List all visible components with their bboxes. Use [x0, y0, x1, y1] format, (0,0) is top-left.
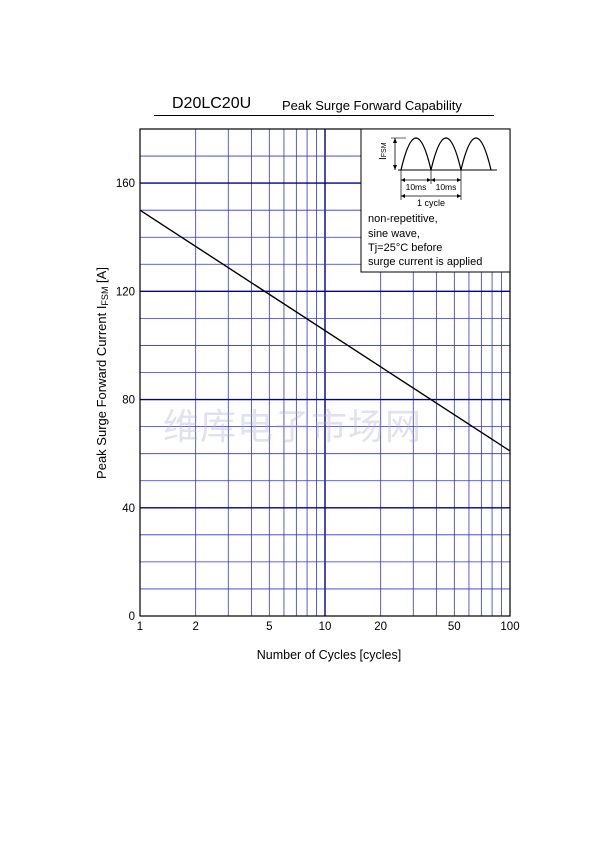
period-label-1: 10ms	[406, 182, 427, 192]
period-arrowhead	[427, 178, 431, 182]
series-layer	[139, 209, 511, 452]
y-tick-label: 120	[116, 286, 135, 298]
inset-ylabel: IFSM	[378, 142, 389, 160]
inset-note-2: sine wave,	[368, 228, 420, 240]
chart-subtitle: Peak Surge Forward Capability	[282, 98, 462, 113]
plot-frame	[139, 128, 511, 617]
cycle-arrowhead	[457, 194, 461, 198]
y-axis-label: Peak Surge Forward Current IFSM [A]	[94, 267, 110, 479]
period-arrowhead	[401, 178, 405, 182]
x-axis-label: Number of Cycles [cycles]	[257, 648, 401, 662]
period-arrowhead	[457, 178, 461, 182]
period-label-2: 10ms	[436, 182, 457, 192]
inset-note-3: Tj=25°C before	[368, 242, 442, 254]
cycle-label: 1 cycle	[417, 198, 445, 208]
series-line	[139, 209, 511, 452]
period-arrowhead	[431, 178, 435, 182]
y-axis-label-main: Peak Surge Forward Current I	[94, 306, 109, 479]
x-tick-label: 20	[374, 621, 387, 633]
inset-box: IFSM 10ms 10ms 1 cycle non-repetitive, s…	[360, 128, 511, 273]
part-number: D20LC20U	[172, 95, 252, 112]
chart-title: D20LC20U Peak Surge Forward Capability	[154, 94, 494, 116]
inset-note-1: non-repetitive,	[368, 213, 438, 225]
y-axis-label-unit: [A]	[94, 267, 109, 287]
amplitude-arrowhead-down	[393, 165, 397, 170]
y-axis-label-sub: FSM	[100, 287, 110, 306]
half-sine-waveform	[400, 137, 492, 171]
x-tick-label: 10	[319, 621, 332, 633]
y-tick-label: 160	[116, 178, 135, 190]
y-tick-label: 0	[129, 611, 135, 623]
x-tick-label: 1	[137, 621, 143, 633]
inset-note-4: surge current is applied	[368, 256, 482, 268]
x-tick-label: 2	[192, 621, 198, 633]
tick-labels: 1 2 5 10 20 50 100 0 40 80 120 160	[116, 178, 520, 633]
title-underline	[154, 115, 494, 116]
x-tick-label: 5	[266, 621, 272, 633]
y-tick-label: 80	[122, 395, 135, 407]
cycle-arrowhead	[401, 194, 405, 198]
x-tick-label: 50	[448, 621, 461, 633]
x-tick-label: 100	[500, 621, 519, 633]
y-tick-label: 40	[122, 503, 135, 515]
amplitude-arrowhead-up	[393, 138, 397, 143]
